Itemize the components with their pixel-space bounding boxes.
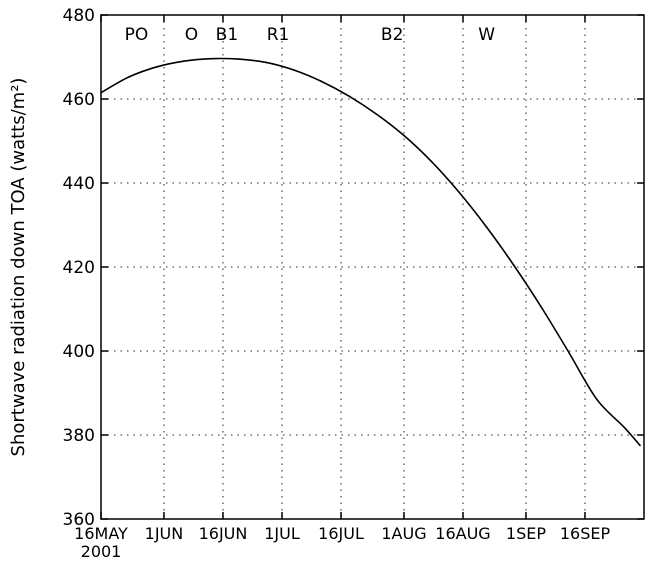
x-tick-label: 1AUG (381, 524, 426, 543)
data-point (210, 57, 212, 60)
y-tick-label: 360 (63, 510, 95, 530)
x-tick-label: 1SEP (506, 524, 546, 543)
grid-lines (101, 15, 644, 519)
axis-ticks (100, 14, 644, 520)
y-tick-label: 420 (63, 258, 95, 278)
x-tick-label: 16MAY (74, 524, 128, 543)
data-point (265, 61, 268, 64)
data-point (595, 398, 598, 401)
y-axis-label: Shortwave radiation down TOA (watts/m²) (8, 78, 29, 457)
x-tick-label: 16AUG (435, 524, 490, 543)
data-point (540, 306, 543, 309)
data-point (182, 60, 185, 62)
data-point (348, 95, 350, 97)
y-tick-label: 380 (63, 426, 95, 446)
annotation-label: W (478, 25, 495, 45)
y-axis-tick-labels: 360 380 400 420 440 460 480 (63, 6, 95, 530)
y-tick-label: 440 (63, 174, 95, 194)
data-point (639, 444, 641, 447)
annotation-label: B1 (216, 25, 238, 45)
x-axis-year-label: 2001 (81, 542, 122, 561)
data-point (623, 426, 626, 429)
annotation-label: O (185, 25, 198, 45)
series-layer (100, 57, 641, 447)
data-point (568, 352, 571, 354)
data-point (485, 226, 488, 228)
x-tick-label: 1JUN (145, 524, 184, 543)
data-point (375, 113, 378, 115)
data-point (320, 80, 323, 83)
annotation-label: B2 (381, 25, 403, 45)
data-point (513, 264, 515, 267)
annotation-label: PO (125, 25, 149, 45)
data-point (458, 191, 460, 194)
y-tick-label: 480 (63, 6, 95, 26)
annotation-labels: PO O B1 R1 B2 W (125, 25, 496, 45)
x-tick-label: 1JUL (264, 524, 300, 543)
x-axis-tick-labels: 16MAY 1JUN 16JUN 1JUL 16JUL 1AUG 16AUG 1SEP 16SE… (74, 524, 610, 543)
data-point (237, 58, 240, 60)
data-point (403, 134, 405, 137)
data-point (127, 76, 130, 78)
data-point (293, 69, 295, 71)
data-point (155, 66, 157, 68)
data-point (430, 160, 433, 163)
x-tick-label: 16JUL (318, 524, 364, 543)
x-tick-label: 16JUN (199, 524, 248, 543)
y-tick-label: 460 (63, 90, 95, 110)
annotation-label: R1 (267, 25, 290, 45)
y-tick-label: 400 (63, 342, 95, 362)
series-line (100, 57, 641, 447)
x-tick-label: 16SEP (560, 524, 611, 543)
